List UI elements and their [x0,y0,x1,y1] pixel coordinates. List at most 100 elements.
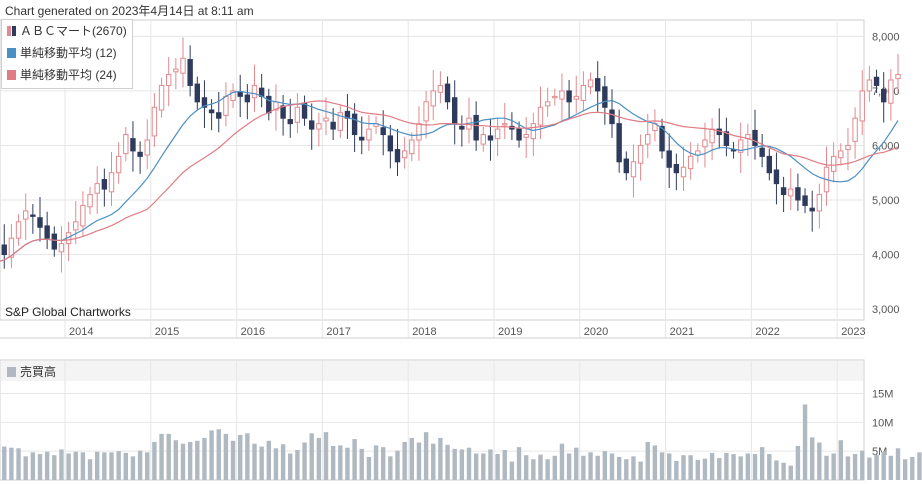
candle-body [480,134,487,145]
volume-bar [817,442,822,480]
candle-body [580,84,587,101]
volume-bar [431,443,436,480]
volume-bar [37,454,43,480]
volume-bar [187,441,193,480]
volume-bar [423,432,429,480]
candle-body [895,74,901,80]
candle-body [766,155,772,174]
legend-item-ma12[interactable]: 単純移動平均 (12) [7,45,117,61]
volume-bar [266,440,271,480]
volume-bar [488,449,493,480]
candle-body [759,147,765,157]
candle-body [216,112,222,119]
volume-bar [416,442,422,480]
year-tick-label: 2021 [670,326,694,338]
volume-bar [359,448,364,480]
candle-body [802,195,808,206]
volume-bar [481,453,486,480]
candle-body [773,169,780,185]
year-tick-label: 2014 [69,326,93,338]
volume-bar [667,453,672,480]
volume-bar [409,437,414,480]
volume-bar [824,455,829,480]
legend-item-price[interactable]: ＡＢＣマート(2670) [7,23,127,39]
volume-bar [338,445,343,480]
candle-body [881,89,887,103]
candle-body [473,114,479,141]
candle-body [1,244,7,256]
volume-bar [724,452,729,480]
year-tick-label: 2018 [412,326,436,338]
volume-bar [681,455,686,480]
candle-body [230,90,236,101]
volume-bar [95,451,100,480]
candle-body [630,161,637,178]
volume-bar [209,430,214,480]
volume-bar [609,453,615,480]
volume-bar [137,450,143,480]
volume-bar [709,452,715,480]
candle-body [244,94,251,103]
candle-body [544,101,551,107]
volume-bar [202,437,207,480]
candle-body [752,129,758,146]
year-tick-label: 2023 [841,326,865,338]
candle-body [616,123,622,163]
year-tick-label: 2022 [755,326,779,338]
price-tick-label: 5,000 [872,195,900,207]
volume-bar [495,454,500,480]
candle-body [673,164,680,174]
volume-bar [23,456,28,480]
volume-bar [624,459,629,480]
volume-bar [438,437,443,480]
volume-bar [245,433,250,480]
volume-bar [695,459,700,480]
legend-item-ma24[interactable]: 単純移動平均 (24) [7,67,117,83]
price-tick-label: 8,000 [872,31,900,43]
volume-bar [87,459,93,480]
volume-bar [9,447,14,480]
volume-bar [645,441,650,480]
volume-bar [574,447,579,480]
candle-body [208,109,215,114]
volume-bar [559,443,565,480]
candle-body [401,150,408,159]
volume-bar [402,441,407,480]
candle-body [516,128,522,141]
volume-bar [223,433,229,480]
candle-body [494,128,501,140]
volume-bar [502,450,507,480]
candle-body [523,134,529,138]
candle-body [709,128,715,144]
volume-title-label: 売買高 [20,365,57,379]
candle-body [444,83,451,103]
volume-bar [738,456,743,480]
volume-bar [395,450,400,480]
volume-bar [545,459,550,480]
volume-swatch-icon [7,367,16,377]
candle-body [888,79,894,104]
legend-label-price: ＡＢＣマート(2670) [20,24,127,38]
candle-body [637,144,644,164]
volume-bar [831,453,836,480]
volume-bar [452,448,457,480]
chart-watermark: S&P Global Chartworks [5,305,131,319]
candle-body [187,59,193,86]
volume-bar [280,444,286,480]
volume-panel-title: 売買高 [7,363,56,380]
candle-body [223,95,229,116]
volume-bar [180,443,186,480]
candle-body [830,155,837,172]
candle-body [166,74,172,86]
candle-body [866,79,873,92]
candle-body [645,134,651,145]
chart-legend: ＡＢＣマート(2670) 単純移動平均 (12) 単純移動平均 (24) [1,19,133,89]
volume-bar [116,451,121,480]
volume-bar [638,461,643,480]
volume-bar [473,453,479,480]
volume-bar [381,447,386,480]
volume-bar [230,440,236,480]
volume-bar [309,433,314,480]
candle-body [838,150,844,159]
candle-body [788,188,794,197]
